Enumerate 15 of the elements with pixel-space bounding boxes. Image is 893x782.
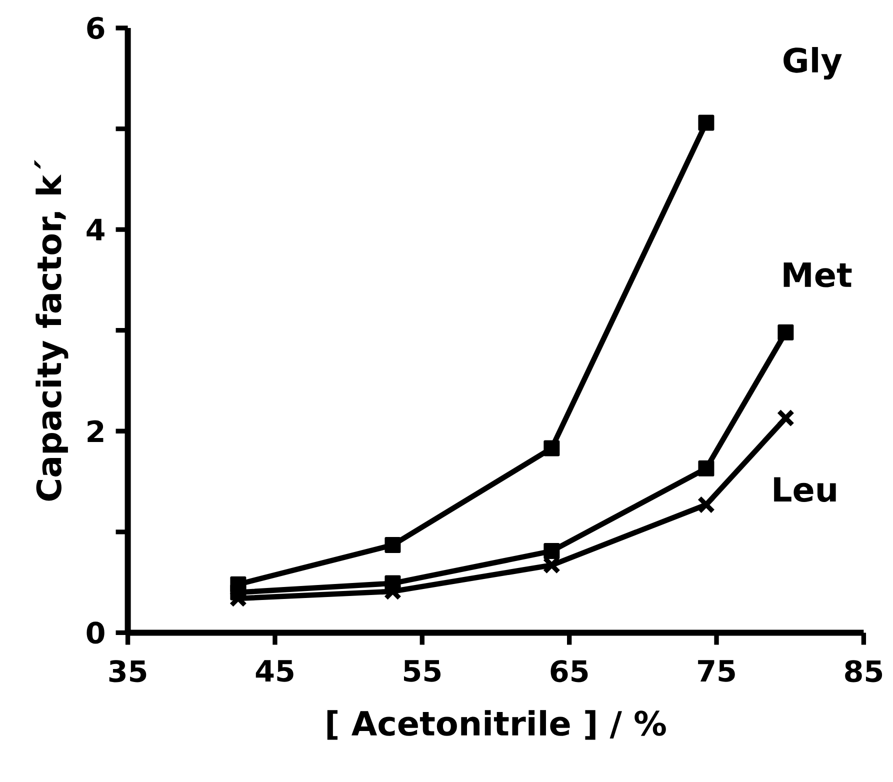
y-tick-label: 2 bbox=[88, 420, 104, 442]
y-tick-label: 6 bbox=[87, 16, 104, 40]
x-axis-title: [ Acetonitrile ] / % bbox=[327, 710, 666, 740]
y-tick-label: 4 bbox=[86, 218, 104, 240]
x-tick-label: 55 bbox=[404, 660, 441, 682]
x-tick-label: 75 bbox=[698, 660, 735, 682]
y-axis-title: Capacity factor, k´ bbox=[34, 160, 68, 501]
series-label: Leu bbox=[774, 477, 836, 502]
x-tick-label: 35 bbox=[109, 660, 146, 682]
series-label: Met bbox=[784, 262, 852, 288]
x-tick-label: 85 bbox=[845, 660, 882, 682]
x-tick-label: 45 bbox=[256, 660, 294, 682]
y-tick-label: 0 bbox=[86, 622, 104, 644]
x-tick-label: 65 bbox=[550, 660, 588, 682]
text: Gly bbox=[784, 47, 842, 80]
